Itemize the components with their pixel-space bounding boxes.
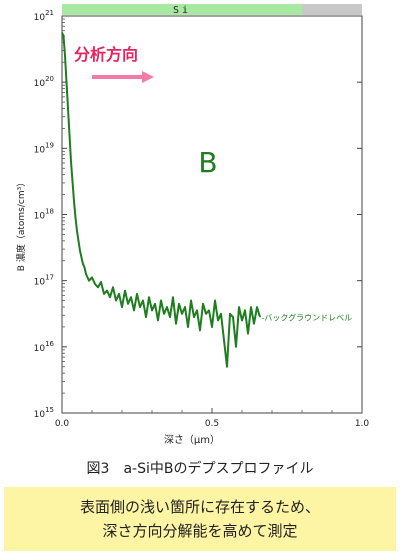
y-tick-label: 1020 xyxy=(34,75,54,89)
background-level-label: -バックグラウンドレベル xyxy=(262,312,353,322)
y-tick-label: 1017 xyxy=(34,274,54,288)
analysis-direction-label: 分析方向 xyxy=(74,45,138,64)
depth-profile-chart: Si 1015 1016 1017 1018 1019 1020 1021 0.0 0.5 1.0 深… xyxy=(15,4,370,446)
y-tick-label: 1018 xyxy=(34,208,54,222)
x-tick-label: 0.5 xyxy=(205,419,219,429)
element-label: B xyxy=(198,146,217,179)
region-label-si: Si xyxy=(173,5,191,16)
x-tick-label: 1.0 xyxy=(355,419,370,429)
region-bar-rest xyxy=(302,4,362,15)
x-axis-label: 深さ（μm） xyxy=(164,434,220,446)
note-line-1: 表面側の浅い箇所に存在するため、 xyxy=(79,498,320,516)
series-line-b xyxy=(61,32,261,368)
y-axis-label: B 濃度（atoms/cm³） xyxy=(15,178,27,271)
direction-arrow-head xyxy=(142,71,154,83)
note-box: 表面側の浅い箇所に存在するため、 深さ方向分解能を高めて測定 xyxy=(4,487,396,551)
y-tick-label: 1016 xyxy=(34,340,55,354)
note-line-2: 深さ方向分解能を高めて測定 xyxy=(102,522,298,540)
y-tick-label: 1019 xyxy=(34,141,54,155)
y-tick-label: 1021 xyxy=(34,9,54,23)
y-tick-label: 1015 xyxy=(34,406,54,420)
x-tick-label: 0.0 xyxy=(55,419,70,429)
region-bar-si xyxy=(62,4,302,15)
figure-caption: 図3 a-Si中Bのデプスプロファイル xyxy=(86,461,314,477)
